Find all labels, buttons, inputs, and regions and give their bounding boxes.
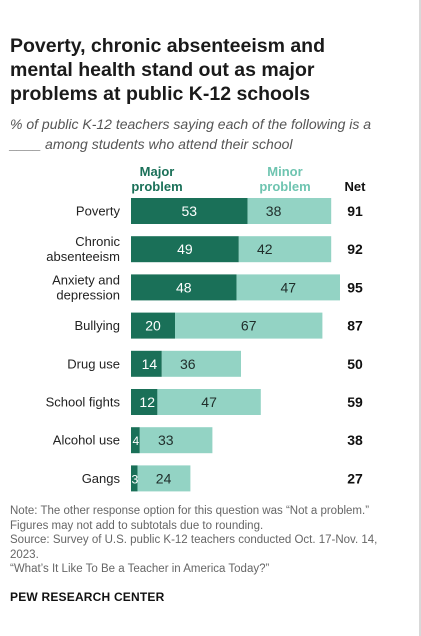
- bar-major: [131, 427, 140, 454]
- bar-major: [131, 312, 175, 339]
- net-value: 59: [347, 394, 363, 410]
- bar-minor: [238, 236, 332, 263]
- bar-major: [131, 198, 248, 224]
- bar-major: [131, 350, 162, 377]
- legend-major-label: Major: [140, 164, 175, 179]
- bar-major: [131, 465, 138, 492]
- chart-notes: Note: The other response option for this…: [10, 504, 405, 577]
- net-value: 38: [347, 432, 363, 448]
- legend-minor-label: problem: [259, 179, 310, 194]
- net-value: 91: [347, 203, 363, 219]
- category-label: Drug use: [67, 356, 120, 371]
- legend-major-label: problem: [131, 179, 182, 194]
- bar-major: [131, 274, 237, 301]
- category-label: Chronic: [75, 234, 120, 249]
- source-text: Source: Survey of U.S. public K-12 teach…: [10, 534, 378, 561]
- category-label: Gangs: [82, 471, 121, 486]
- bar-minor: [137, 465, 191, 492]
- bar-minor-value: 47: [281, 279, 297, 295]
- bar-major-value: 12: [139, 394, 155, 410]
- net-value: 95: [347, 279, 363, 295]
- bar-minor: [175, 312, 323, 339]
- category-label: absenteeism: [46, 249, 120, 264]
- bar-minor: [139, 427, 213, 454]
- bar-major-value: 53: [182, 203, 198, 219]
- category-label: depression: [56, 287, 120, 302]
- note-text: Note: The other response option for this…: [10, 505, 370, 532]
- bar-minor: [247, 198, 332, 224]
- bar-major-value: 49: [177, 241, 193, 257]
- net-value: 92: [347, 241, 363, 257]
- category-label: Alcohol use: [53, 433, 120, 448]
- bar-minor: [157, 389, 261, 415]
- chart-subtitle: % of public K-12 teachers saying each of…: [10, 116, 372, 152]
- legend-minor-label: Minor: [267, 164, 302, 179]
- net-value: 50: [347, 356, 363, 372]
- category-label: Anxiety and: [52, 272, 120, 287]
- category-label: Bullying: [74, 318, 120, 333]
- chart-title: Poverty, chronic absenteeism and mental …: [10, 35, 325, 105]
- bar-minor-value: 42: [257, 241, 273, 257]
- bar-minor-value: 24: [156, 470, 172, 486]
- bar-major: [131, 389, 158, 415]
- bar-minor-value: 67: [241, 318, 257, 334]
- bar-major-value: 14: [142, 356, 158, 372]
- bar-minor-value: 38: [266, 203, 282, 219]
- bar-major: [131, 236, 239, 263]
- report-title-text: “What’s It Like To Be a Teacher in Ameri…: [10, 563, 270, 575]
- bar-minor-value: 36: [180, 356, 196, 372]
- bar-major-value: 4: [133, 434, 140, 448]
- bar-minor: [161, 350, 241, 377]
- bar-minor-value: 47: [201, 394, 217, 410]
- pew-logo-text: PEW RESEARCH CENTER: [10, 590, 165, 604]
- bar-major-value: 48: [176, 279, 192, 295]
- bar-major-value: 3: [131, 472, 138, 486]
- bar-minor: [236, 274, 340, 301]
- category-label: Poverty: [76, 204, 121, 219]
- net-value: 27: [347, 470, 363, 486]
- net-header: Net: [345, 179, 367, 194]
- bar-major-value: 20: [145, 318, 161, 334]
- bar-minor-value: 33: [158, 432, 174, 448]
- net-value: 87: [347, 318, 363, 334]
- category-label: School fights: [46, 395, 121, 410]
